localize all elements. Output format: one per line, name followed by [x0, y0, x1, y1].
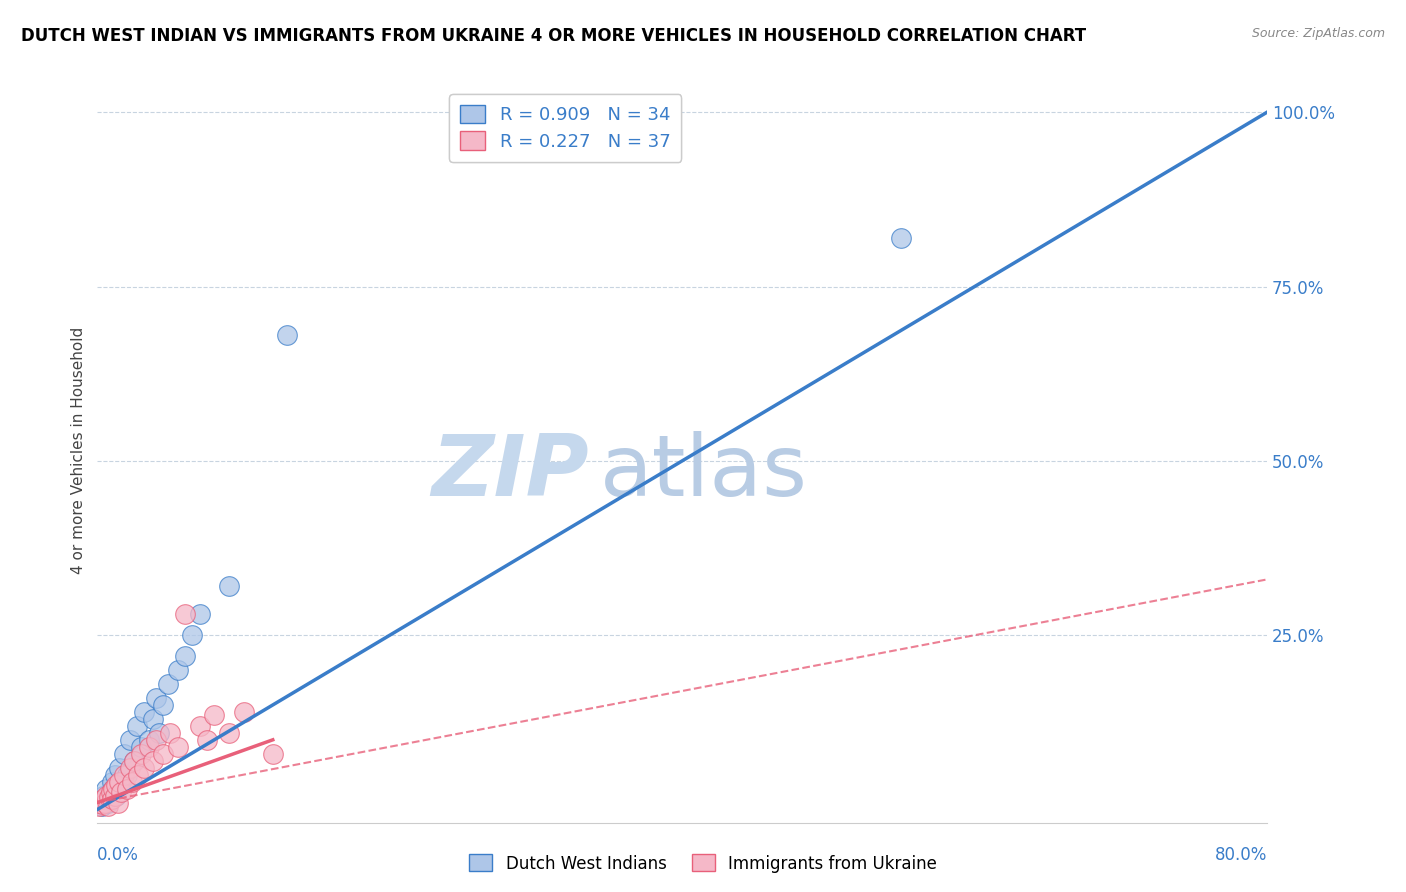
Point [181, 628, 204, 642]
Point [122, 754, 145, 768]
Point [202, 708, 225, 723]
Legend: R = 0.909   N = 34, R = 0.227   N = 37: R = 0.909 N = 34, R = 0.227 N = 37 [449, 94, 682, 161]
Text: 80.0%: 80.0% [1215, 846, 1267, 863]
Point [118, 732, 141, 747]
Point [101, 774, 124, 789]
Point [122, 754, 145, 768]
Point [138, 732, 160, 747]
Point [890, 231, 912, 245]
Point [134, 761, 156, 775]
Point [166, 663, 188, 677]
Point [125, 719, 148, 733]
Point [262, 747, 284, 761]
Text: atlas: atlas [600, 432, 808, 515]
Point [166, 739, 188, 754]
Point [188, 607, 211, 622]
Point [127, 767, 149, 781]
Point [90, 797, 112, 811]
Point [145, 690, 167, 705]
Point [232, 705, 254, 719]
Point [159, 726, 181, 740]
Point [87, 799, 110, 814]
Point [138, 739, 160, 754]
Point [218, 726, 240, 740]
Point [112, 767, 135, 781]
Point [110, 785, 132, 799]
Point [103, 781, 125, 796]
Point [98, 789, 121, 803]
Point [110, 774, 132, 789]
Point [105, 778, 128, 792]
Y-axis label: 4 or more Vehicles in Household: 4 or more Vehicles in Household [72, 326, 86, 574]
Point [174, 607, 197, 622]
Point [105, 789, 128, 803]
Point [112, 747, 135, 761]
Point [152, 747, 174, 761]
Point [152, 698, 174, 712]
Point [93, 796, 115, 810]
Point [188, 719, 211, 733]
Point [100, 785, 122, 799]
Point [104, 789, 127, 803]
Point [97, 799, 120, 814]
Point [118, 761, 141, 775]
Point [129, 747, 152, 761]
Point [108, 774, 131, 789]
Text: ZIP: ZIP [430, 432, 589, 515]
Text: Source: ZipAtlas.com: Source: ZipAtlas.com [1251, 27, 1385, 40]
Point [89, 796, 111, 810]
Text: 0.0%: 0.0% [97, 846, 139, 863]
Point [98, 789, 121, 804]
Point [94, 781, 117, 796]
Point [91, 792, 114, 806]
Point [97, 796, 120, 810]
Point [156, 677, 179, 691]
Point [101, 792, 124, 806]
Legend: Dutch West Indians, Immigrants from Ukraine: Dutch West Indians, Immigrants from Ukra… [463, 847, 943, 880]
Point [121, 774, 143, 789]
Point [104, 767, 127, 781]
Text: DUTCH WEST INDIAN VS IMMIGRANTS FROM UKRAINE 4 OR MORE VEHICLES IN HOUSEHOLD COR: DUTCH WEST INDIAN VS IMMIGRANTS FROM UKR… [21, 27, 1087, 45]
Point [195, 732, 218, 747]
Point [107, 796, 129, 810]
Point [93, 792, 115, 806]
Point [108, 761, 131, 775]
Point [129, 739, 152, 754]
Point [142, 712, 165, 726]
Point [91, 789, 114, 803]
Point [115, 781, 138, 796]
Point [103, 781, 125, 796]
Point [218, 579, 240, 593]
Point [134, 705, 156, 719]
Point [276, 328, 298, 343]
Point [148, 726, 170, 740]
Point [145, 732, 167, 747]
Point [100, 785, 122, 799]
Point [90, 799, 112, 814]
Point [142, 754, 165, 768]
Point [115, 767, 138, 781]
Point [89, 796, 111, 810]
Point [94, 789, 117, 803]
Point [174, 649, 197, 664]
